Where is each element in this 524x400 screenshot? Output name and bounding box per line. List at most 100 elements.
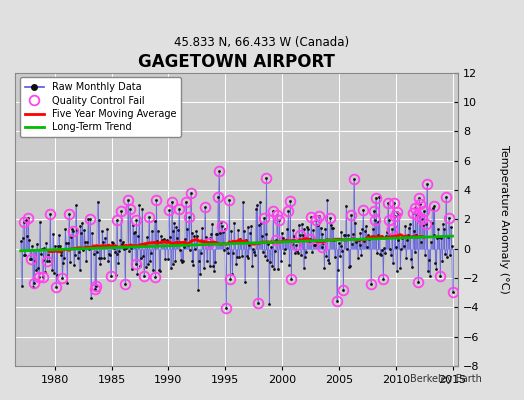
Legend: Raw Monthly Data, Quality Control Fail, Five Year Moving Average, Long-Term Tren: Raw Monthly Data, Quality Control Fail, …: [20, 78, 181, 137]
Point: [144, 261, 152, 267]
Point: [197, 250, 205, 256]
Point: [272, 212, 281, 218]
Point: [226, 276, 235, 282]
Point: [436, 273, 444, 279]
Point: [129, 230, 138, 236]
Point: [337, 229, 346, 235]
Point: [122, 244, 130, 251]
Point: [25, 237, 34, 243]
Point: [154, 228, 162, 234]
Point: [290, 233, 298, 239]
Point: [348, 230, 357, 237]
Point: [147, 249, 155, 256]
Point: [431, 260, 440, 266]
Point: [170, 220, 179, 227]
Point: [41, 269, 50, 275]
Point: [408, 264, 416, 270]
Point: [333, 267, 342, 273]
Point: [75, 267, 84, 273]
Point: [80, 226, 89, 233]
Point: [298, 221, 306, 227]
Point: [152, 197, 160, 203]
Point: [281, 246, 290, 252]
Point: [249, 246, 257, 252]
Point: [272, 236, 280, 243]
Point: [103, 226, 111, 232]
Point: [447, 243, 456, 250]
Point: [98, 227, 106, 234]
Point: [183, 242, 192, 248]
Point: [279, 250, 288, 256]
Point: [267, 244, 276, 250]
Point: [193, 232, 201, 239]
Point: [215, 167, 223, 174]
Point: [432, 266, 441, 272]
Point: [155, 266, 163, 273]
Point: [206, 234, 215, 241]
Point: [134, 232, 143, 239]
Point: [37, 246, 46, 252]
Point: [224, 239, 233, 245]
Point: [78, 220, 86, 226]
Point: [403, 232, 412, 238]
Point: [163, 256, 172, 263]
Point: [138, 206, 146, 213]
Point: [318, 231, 326, 238]
Point: [236, 236, 244, 242]
Point: [112, 217, 121, 224]
Point: [311, 242, 319, 248]
Point: [142, 264, 150, 270]
Point: [21, 252, 30, 258]
Point: [182, 199, 190, 205]
Point: [446, 223, 455, 230]
Point: [178, 259, 186, 266]
Point: [344, 232, 352, 238]
Point: [22, 217, 30, 224]
Point: [95, 255, 104, 261]
Point: [253, 202, 261, 208]
Point: [294, 222, 303, 228]
Point: [275, 217, 283, 223]
Point: [61, 226, 70, 232]
Point: [172, 224, 181, 230]
Point: [157, 233, 166, 239]
Point: [132, 217, 140, 223]
Point: [31, 266, 40, 273]
Point: [382, 232, 390, 239]
Point: [387, 252, 395, 258]
Point: [368, 226, 377, 232]
Point: [324, 256, 332, 263]
Point: [318, 243, 326, 250]
Point: [246, 230, 255, 236]
Point: [376, 251, 385, 257]
Point: [358, 226, 367, 232]
Point: [166, 234, 174, 240]
Point: [159, 238, 167, 244]
Point: [341, 232, 350, 238]
Point: [334, 240, 343, 246]
Point: [69, 228, 77, 234]
Point: [302, 248, 311, 255]
Point: [231, 239, 239, 246]
Point: [284, 208, 292, 215]
Point: [40, 245, 49, 251]
Point: [438, 258, 446, 264]
Point: [256, 199, 264, 206]
Point: [388, 226, 396, 232]
Point: [278, 230, 286, 236]
Point: [176, 247, 184, 253]
Point: [213, 231, 221, 238]
Point: [407, 256, 415, 262]
Point: [389, 200, 398, 206]
Point: [49, 231, 57, 237]
Point: [429, 205, 437, 211]
Point: [266, 259, 275, 265]
Point: [113, 251, 122, 257]
Point: [19, 218, 28, 225]
Point: [216, 230, 224, 236]
Point: [101, 235, 110, 241]
Point: [139, 253, 147, 260]
Point: [315, 237, 324, 244]
Point: [326, 215, 334, 222]
Point: [89, 244, 97, 250]
